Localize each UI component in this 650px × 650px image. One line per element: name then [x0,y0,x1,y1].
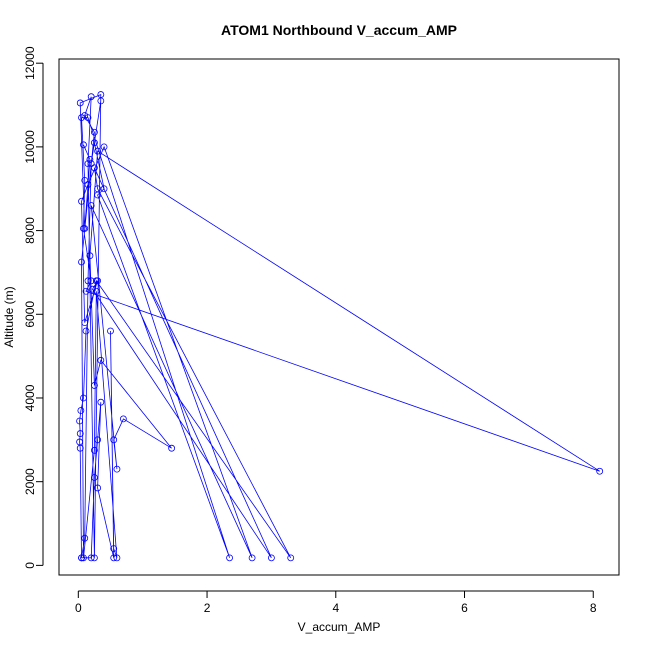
data-point [100,185,108,193]
data-point [87,202,95,209]
data-point [91,382,98,389]
data-point [86,156,94,163]
data-point [94,147,102,155]
data-point [78,258,85,266]
y-tick-label: 6000 [23,301,37,328]
data-point [80,554,87,562]
axes: 0 2 4 6 8 0 2000 4000 6000 8000 10000 12000 [23,46,597,615]
x-tick-label: 8 [590,601,597,615]
data-point [84,181,92,188]
x-tick-label: 6 [461,601,468,615]
data-point [76,430,84,437]
data-point [76,417,83,425]
data-point [91,474,98,481]
data-point [92,287,100,295]
data-point [81,319,89,327]
data-point [113,554,121,562]
data-point [92,277,100,285]
data-point [87,277,95,285]
data-point [110,554,118,562]
data-point [168,444,176,452]
data-point [78,197,85,205]
data-point [91,554,98,562]
data-point [87,93,95,101]
data-point [87,160,95,168]
data-point [94,436,102,444]
data-point [84,160,92,168]
data-point [80,141,87,149]
data-series [76,91,604,562]
data-point [81,176,89,184]
data-point [84,277,92,285]
y-tick-label: 10000 [23,130,37,164]
data-point [91,139,98,147]
data-point [97,356,105,364]
data-point [110,436,118,444]
data-point [81,225,89,232]
y-tick-label: 4000 [23,384,37,411]
x-tick-label: 4 [332,601,339,615]
data-point [76,444,84,452]
data-point [268,554,275,562]
data-point [596,467,604,475]
data-point [76,99,84,107]
y-tick-label: 12000 [23,46,37,80]
plot-frame [58,58,620,576]
data-point [91,128,98,136]
x-axis-label: V_accum_AMP [298,620,381,634]
data-point [91,164,98,172]
data-point [100,143,108,151]
y-tick-label: 8000 [23,217,37,244]
data-point [110,545,118,553]
x-tick-label: 2 [204,601,211,615]
data-point [119,415,127,423]
data-point [97,91,105,98]
data-point [82,327,90,335]
x-tick-label: 0 [75,601,82,615]
chart-title: ATOM1 Northbound V_accum_AMP [221,22,457,38]
y-tick-label: 0 [23,562,37,569]
data-point [82,287,90,295]
data-point [77,407,85,414]
data-point [107,327,114,335]
y-axis-label: Altitude (m) [2,286,16,347]
data-point [80,394,87,402]
data-point [94,484,102,492]
data-point [87,554,95,562]
data-point [78,554,85,562]
data-point [113,465,121,473]
y-tick-label: 2000 [23,468,37,495]
data-point [97,398,105,406]
data-point [91,446,98,454]
data-point [226,554,233,562]
series-line [79,94,600,559]
data-point [86,252,94,260]
data-point [248,554,256,562]
data-point [81,534,89,542]
data-point [89,285,96,293]
data-point [287,554,295,562]
data-point [94,185,102,193]
data-point [81,112,89,119]
